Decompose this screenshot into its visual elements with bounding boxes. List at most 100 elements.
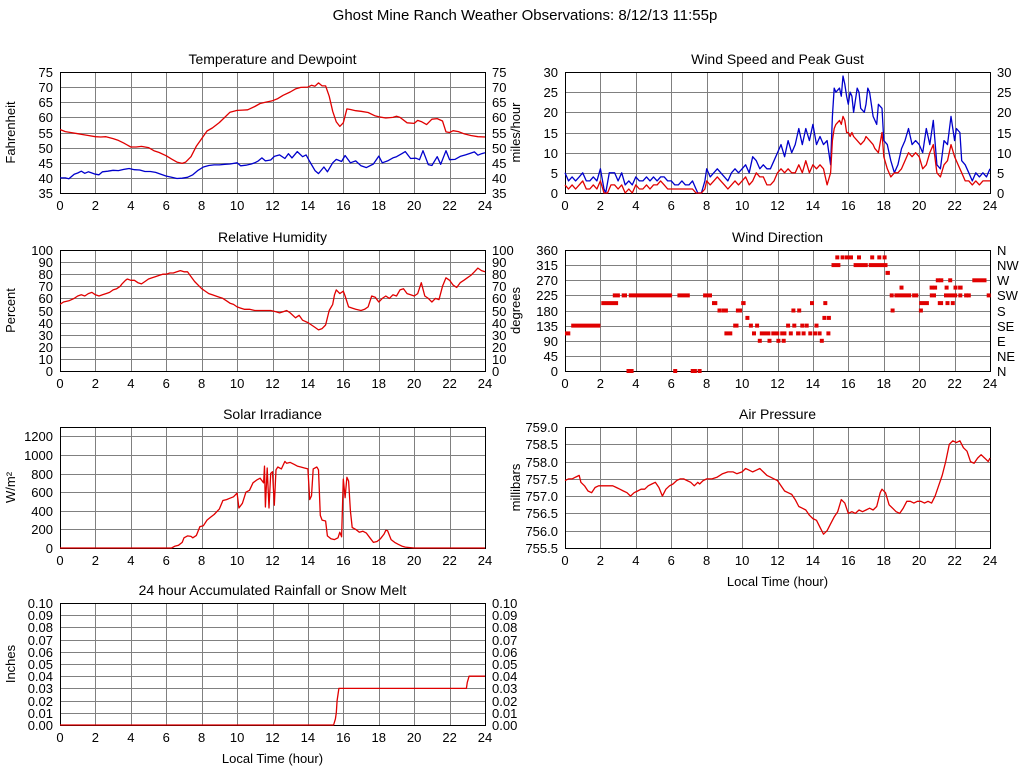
xtick-label: 22 — [947, 376, 961, 391]
series-relative-humidity — [59, 267, 486, 331]
ytick-label-left: 180 — [536, 304, 558, 319]
ytick-label-left: 60 — [39, 110, 53, 125]
xtick-label: 22 — [442, 553, 456, 568]
xtick-label: 0 — [561, 553, 568, 568]
xtick-label: 6 — [163, 376, 170, 391]
ytick-label-left: 360 — [536, 243, 558, 258]
ytick-label-right: 35 — [492, 186, 506, 201]
xtick-label: 20 — [912, 376, 926, 391]
ytick-label-right: 90 — [492, 255, 506, 270]
xtick-label: 24 — [983, 553, 997, 568]
xtick-label: 18 — [877, 376, 891, 391]
ytick-label-left: 75 — [39, 65, 53, 80]
plot-border — [565, 250, 991, 372]
ytick-label-right: 100 — [492, 243, 514, 258]
ytick-label-right: 50 — [492, 304, 506, 319]
ytick-label-right: 0.06 — [492, 645, 517, 660]
xtick-label: 10 — [230, 198, 244, 213]
ytick-label-right: S — [997, 304, 1006, 319]
ytick-label-left: 50 — [39, 304, 53, 319]
xtick-label: 0 — [56, 553, 63, 568]
xtick-label: 16 — [336, 198, 350, 213]
chart-title: Wind Speed and Peak Gust — [691, 51, 864, 67]
xtick-label: 22 — [442, 730, 456, 745]
ytick-label-right: 0.05 — [492, 657, 517, 672]
ytick-label-right: 75 — [492, 65, 506, 80]
chart-title: Temperature and Dewpoint — [188, 51, 356, 67]
xtick-label: 4 — [127, 198, 134, 213]
xtick-label: 18 — [877, 553, 891, 568]
xtick-label: 24 — [478, 376, 492, 391]
xtick-label: 8 — [198, 730, 205, 745]
xtick-label: 6 — [163, 553, 170, 568]
ytick-label-left: 20 — [544, 105, 558, 120]
xtick-label: 22 — [947, 198, 961, 213]
ytick-label-right: 0.02 — [492, 694, 517, 709]
ytick-label-left: 0.03 — [28, 681, 53, 696]
series-air-pressure — [564, 440, 991, 535]
ytick-label-left: 25 — [544, 85, 558, 100]
page-title: Ghost Mine Ranch Weather Observations: 8… — [332, 7, 718, 24]
xtick-label: 10 — [735, 553, 749, 568]
y-axis-label: degrees — [508, 287, 523, 334]
ytick-label-left: 50 — [39, 141, 53, 156]
ytick-label-right: NE — [997, 349, 1015, 364]
series-temperature — [59, 82, 486, 165]
xtick-label: 8 — [198, 198, 205, 213]
ytick-label-right: 5 — [997, 166, 1004, 181]
xtick-label: 12 — [770, 198, 784, 213]
ytick-label-right: 0.04 — [492, 669, 517, 684]
ytick-label-right: SW — [997, 288, 1019, 303]
xtick-label: 14 — [301, 730, 315, 745]
xtick-label: 8 — [198, 553, 205, 568]
chart-title: 24 hour Accumulated Rainfall or Snow Mel… — [139, 582, 407, 598]
xtick-label: 4 — [127, 730, 134, 745]
ytick-label-left: 65 — [39, 95, 53, 110]
chart-rain: 0.00 0.000.01 0.010.02 0.020.03 0.030.04 0.04… — [3, 582, 517, 766]
ytick-label-left: 0.02 — [28, 694, 53, 709]
xtick-label: 6 — [163, 730, 170, 745]
ytick-label-left: 60 — [39, 291, 53, 306]
ytick-label-left: 90 — [544, 334, 558, 349]
ytick-label-left: 0.05 — [28, 657, 53, 672]
xtick-label: 18 — [372, 376, 386, 391]
xtick-label: 2 — [92, 376, 99, 391]
ytick-label-right: 0.01 — [492, 706, 517, 721]
ytick-label-left: 45 — [39, 156, 53, 171]
xtick-label: 8 — [703, 376, 710, 391]
xtick-label: 14 — [301, 198, 315, 213]
ytick-label-right: 20 — [997, 105, 1011, 120]
ytick-label-right: W — [997, 273, 1010, 288]
y-axis-label: W/m² — [3, 471, 18, 503]
xtick-label: 14 — [806, 198, 820, 213]
xtick-label: 24 — [478, 730, 492, 745]
xtick-label: 16 — [841, 553, 855, 568]
series-dewpoint — [60, 150, 486, 180]
ytick-label-left: 40 — [39, 316, 53, 331]
xtick-label: 20 — [407, 730, 421, 745]
xtick-label: 12 — [770, 376, 784, 391]
xtick-label: 14 — [301, 553, 315, 568]
xtick-label: 16 — [336, 376, 350, 391]
xtick-label: 4 — [127, 376, 134, 391]
ytick-label-left: 758.0 — [525, 455, 558, 470]
xtick-label: 22 — [947, 553, 961, 568]
ytick-label-left: 225 — [536, 288, 558, 303]
ytick-label-left: 0.00 — [28, 718, 53, 733]
ytick-label-left: 1200 — [24, 429, 53, 444]
chart-title: Relative Humidity — [218, 229, 327, 245]
xtick-label: 22 — [442, 198, 456, 213]
xtick-label: 14 — [301, 376, 315, 391]
y-axis-label: Percent — [3, 288, 18, 333]
xtick-label: 12 — [265, 553, 279, 568]
ytick-label-left: 5 — [551, 166, 558, 181]
plot-border — [60, 427, 486, 549]
xtick-label: 20 — [407, 376, 421, 391]
y-axis-label: miles/hour — [508, 102, 523, 163]
xtick-label: 2 — [597, 198, 604, 213]
ytick-label-left: 70 — [39, 279, 53, 294]
